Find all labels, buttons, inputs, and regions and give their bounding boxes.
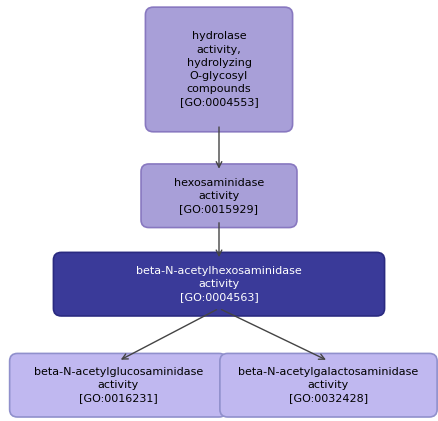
FancyBboxPatch shape — [10, 354, 227, 417]
Text: hexosaminidase
activity
[GO:0015929]: hexosaminidase activity [GO:0015929] — [174, 178, 264, 214]
FancyBboxPatch shape — [220, 354, 437, 417]
Text: beta-N-acetylglucosaminidase
activity
[GO:0016231]: beta-N-acetylglucosaminidase activity [G… — [34, 367, 203, 403]
FancyBboxPatch shape — [53, 252, 385, 316]
FancyBboxPatch shape — [145, 7, 293, 132]
Text: hydrolase
activity,
hydrolyzing
O-glycosyl
compounds
[GO:0004553]: hydrolase activity, hydrolyzing O-glycos… — [180, 32, 258, 107]
Text: beta-N-acetylhexosaminidase
activity
[GO:0004563]: beta-N-acetylhexosaminidase activity [GO… — [136, 266, 302, 302]
FancyBboxPatch shape — [141, 164, 297, 227]
Text: beta-N-acetylgalactosaminidase
activity
[GO:0032428]: beta-N-acetylgalactosaminidase activity … — [238, 367, 419, 403]
